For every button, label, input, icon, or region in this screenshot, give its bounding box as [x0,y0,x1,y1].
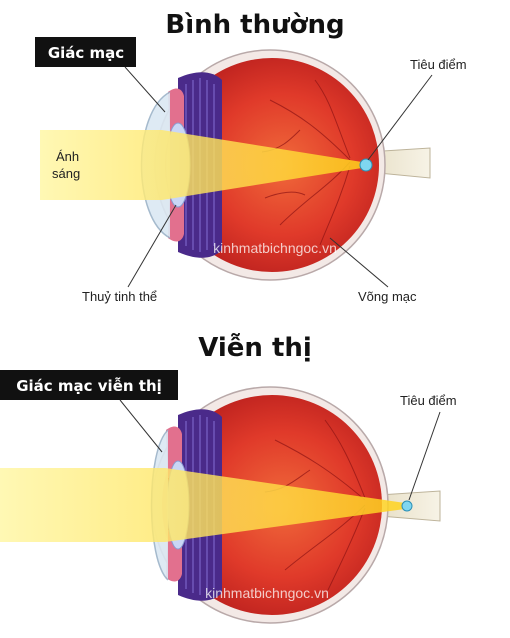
light-beam-2 [0,468,405,542]
focus-label-2: Tiêu điểm [400,393,457,408]
focus-label: Tiêu điểm [410,57,467,72]
focus-pointer-2 [408,411,441,501]
hyperopia-eye-section: Viễn thị Giác mạc viễn thị [0,332,457,624]
light-label-line1: Ánh [56,149,79,164]
cornea-pointer [124,66,166,113]
light-beam [40,130,362,200]
lens-pointer [127,204,177,288]
retina-pointer [329,237,389,288]
blood-vessels-2 [264,419,366,591]
focus-point-2 [401,500,413,512]
normal-title: Bình thường [165,10,344,40]
hyperopic-cornea-label: Giác mạc viễn thị [16,377,162,395]
watermark-bottom: kinhmatbichngoc.vn [205,585,329,601]
retina-label: Võng mạc [358,289,417,304]
normal-eye-section: Bình thường [35,10,467,304]
light-label-line2: sáng [52,166,80,181]
hyperopic-cornea-pointer [119,399,163,453]
cornea-label: Giác mạc [48,44,124,62]
hyperopic-cornea-label-box [0,370,178,400]
hyperopia-title: Viễn thị [198,332,312,363]
focus-point [359,158,373,172]
focus-pointer [367,74,433,161]
lens-label: Thuỷ tinh thể [82,289,157,304]
cornea-label-box [35,37,136,67]
watermark-top: kinhmatbichngoc.vn [213,240,337,256]
